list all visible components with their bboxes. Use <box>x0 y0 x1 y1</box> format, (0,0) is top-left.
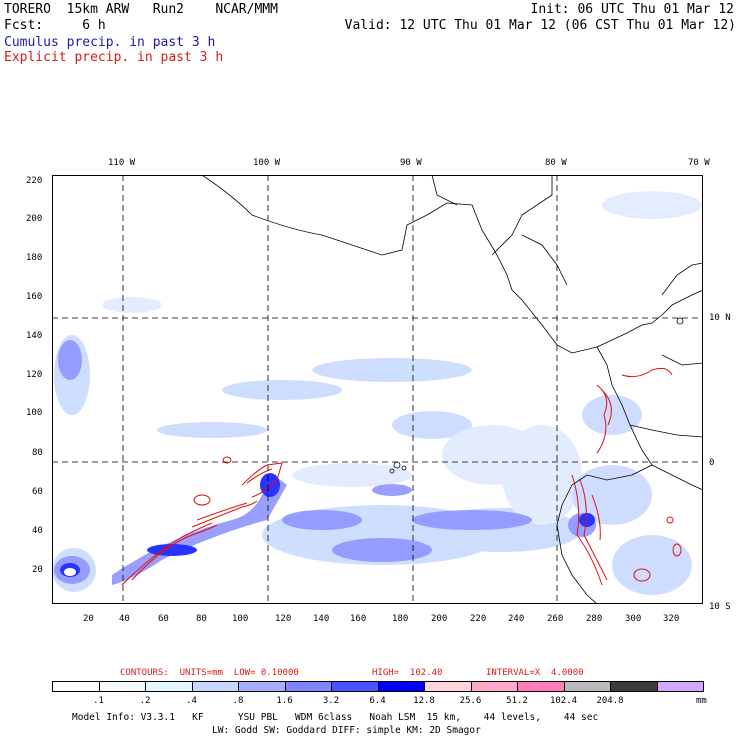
init-time: Init: 06 UTC Thu 01 Mar 12 <box>530 2 735 17</box>
colorbar-swatch <box>331 681 379 692</box>
valid-time: Valid: 12 UTC Thu 01 Mar 12 (06 CST Thu … <box>344 18 736 33</box>
colorbar-swatch <box>517 681 565 692</box>
colorbar-label: 3.2 <box>322 696 340 706</box>
x-tick-220: 220 <box>470 614 487 624</box>
cumulus-precip-legend: Cumulus precip. in past 3 h <box>4 35 216 50</box>
colorbar-swatch <box>563 681 611 692</box>
lon-label-90w: 90 W <box>400 158 422 168</box>
x-tick-140: 140 <box>313 614 330 624</box>
y-tick-180: 180 <box>26 253 43 263</box>
x-tick-60: 60 <box>158 614 169 624</box>
x-tick-120: 120 <box>275 614 292 624</box>
x-tick-40: 40 <box>119 614 130 624</box>
colorbar-label: 6.4 <box>369 696 386 706</box>
colorbar-label: .2 <box>139 696 151 706</box>
explicit-precip-legend: Explicit precip. in past 3 h <box>4 50 224 65</box>
y-tick-200: 200 <box>26 214 43 224</box>
y-tick-80: 80 <box>32 448 43 458</box>
colorbar-swatch <box>284 681 332 692</box>
colorbar-swatch <box>52 681 100 692</box>
cumulus-precip-heavy <box>60 473 595 577</box>
x-tick-100: 100 <box>232 614 249 624</box>
x-tick-240: 240 <box>508 614 525 624</box>
contour-interval: INTERVAL=X 4.0000 <box>486 668 584 678</box>
model-info: Model Info: V3.3.1 KF YSU PBL WDM 6class… <box>72 712 599 723</box>
x-tick-20: 20 <box>83 614 94 624</box>
y-tick-100: 100 <box>26 408 43 418</box>
colorbar-label: .8 <box>232 696 244 706</box>
forecast-hour: Fcst: 6 h <box>4 18 106 33</box>
colorbar-label: 102.4 <box>549 696 578 706</box>
colorbar-swatch <box>656 681 704 692</box>
contour-high: HIGH= 102.40 <box>372 668 443 678</box>
colorbar-label: 12.8 <box>413 696 435 706</box>
colorbar-label: 51.2 <box>506 696 528 706</box>
lon-label-110w: 110 W <box>108 158 136 168</box>
colorbar-swatch <box>377 681 425 692</box>
colorbar-label: 204.8 <box>596 696 624 706</box>
colorbar-label: 1.6 <box>276 696 293 706</box>
x-tick-180: 180 <box>392 614 409 624</box>
y-tick-60: 60 <box>32 487 43 497</box>
precip-map-canvas <box>52 175 703 604</box>
y-tick-140: 140 <box>26 331 43 341</box>
lat-lon-grid <box>52 175 703 604</box>
colorbar-swatch <box>470 681 518 692</box>
lon-label-100w: 100 W <box>253 158 281 168</box>
colorbar-swatch <box>98 681 146 692</box>
explicit-precip-contours <box>121 367 682 586</box>
precip-map <box>52 175 703 604</box>
colorbar-swatch <box>238 681 286 692</box>
run-title: TORERO 15km ARW Run2 NCAR/MMM <box>4 2 278 17</box>
colorbar-unit: mm <box>696 696 707 706</box>
lon-label-70w: 70 W <box>688 158 710 168</box>
colorbar-label: .1 <box>93 696 104 706</box>
colorbar-label: .4 <box>186 696 197 706</box>
contour-info: CONTOURS: UNITS=mm LOW= 0.10000 <box>120 668 299 678</box>
colorbar-label: 25.6 <box>459 696 482 706</box>
coastlines <box>201 175 703 604</box>
x-tick-280: 280 <box>586 614 603 624</box>
x-tick-200: 200 <box>431 614 448 624</box>
lon-label-80w: 80 W <box>545 158 567 168</box>
model-physics: LW: Godd SW: Goddard DIFF: simple KM: 2D… <box>212 725 481 736</box>
colorbar-swatch <box>145 681 193 692</box>
y-tick-160: 160 <box>26 292 43 302</box>
lat-label-0: 0 <box>709 458 715 468</box>
x-tick-80: 80 <box>196 614 207 624</box>
y-tick-220: 220 <box>26 176 43 186</box>
lat-label-10n: 10 N <box>709 313 731 323</box>
colorbar-swatch <box>424 681 472 692</box>
x-tick-260: 260 <box>547 614 564 624</box>
x-tick-320: 320 <box>663 614 680 624</box>
colorbar-swatch <box>610 681 658 692</box>
x-tick-160: 160 <box>350 614 367 624</box>
y-tick-120: 120 <box>26 370 43 380</box>
colorbar-swatch <box>191 681 239 692</box>
lat-label-10s: 10 S <box>709 602 731 612</box>
x-tick-300: 300 <box>625 614 642 624</box>
y-tick-20: 20 <box>32 565 43 575</box>
y-tick-40: 40 <box>32 526 43 536</box>
